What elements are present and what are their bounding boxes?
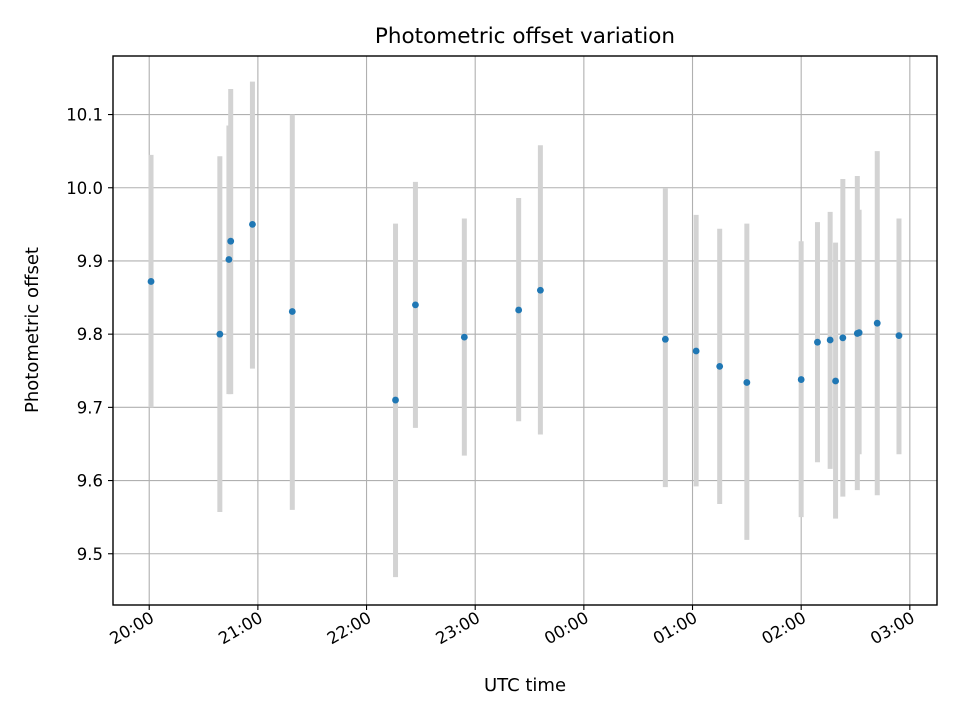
grid xyxy=(113,56,937,605)
x-tick-label: 03:00 xyxy=(867,608,918,648)
data-point xyxy=(797,376,805,383)
x-tick-label: 23:00 xyxy=(433,608,484,648)
data-point xyxy=(743,379,751,386)
plot-frame xyxy=(112,55,938,606)
data-point xyxy=(895,332,903,340)
x-tick-label: 21:00 xyxy=(215,608,266,648)
x-tick-label: 01:00 xyxy=(650,608,701,648)
data-point xyxy=(536,286,544,294)
data-point xyxy=(225,256,233,263)
data-point xyxy=(692,347,700,355)
data-point xyxy=(216,330,224,338)
chart-title: Photometric offset variation xyxy=(375,24,675,49)
data-points xyxy=(147,220,903,404)
y-tick-label: 9.9 xyxy=(77,252,103,271)
data-point xyxy=(814,338,821,346)
y-axis-ticks: 9.5 9.6 9.7 9.8 9.9 10.0 10.1 xyxy=(66,106,113,564)
x-tick-label: 20:00 xyxy=(107,608,158,648)
y-tick-label: 9.8 xyxy=(77,325,103,344)
y-tick-label: 10.0 xyxy=(66,179,103,198)
x-tick-label: 22:00 xyxy=(324,608,375,648)
y-tick-label: 9.7 xyxy=(77,398,103,417)
data-point xyxy=(147,278,155,285)
x-axis-title: UTC time xyxy=(484,675,566,696)
data-point xyxy=(392,396,399,404)
y-tick-label: 9.5 xyxy=(77,545,103,564)
y-tick-label: 10.1 xyxy=(66,106,103,125)
data-point xyxy=(661,335,669,343)
data-point xyxy=(839,334,847,342)
x-tick-label: 02:00 xyxy=(758,608,809,648)
data-point xyxy=(873,319,881,327)
data-point xyxy=(227,237,235,245)
data-point xyxy=(412,301,419,309)
data-point xyxy=(460,333,468,341)
data-point xyxy=(832,377,839,385)
data-point xyxy=(826,336,834,344)
y-tick-label: 9.6 xyxy=(77,472,103,491)
data-point xyxy=(716,362,724,370)
data-point xyxy=(855,329,863,337)
data-point xyxy=(288,308,296,315)
errorbars xyxy=(148,81,902,578)
x-axis-ticks: 20:00 21:00 22:00 23:00 00:00 01:00 02:00 03:00 xyxy=(107,605,918,648)
data-point xyxy=(515,306,523,314)
data-point xyxy=(249,220,256,228)
x-tick-label: 00:00 xyxy=(541,608,592,648)
y-axis-title: Photometric offset xyxy=(22,247,43,413)
